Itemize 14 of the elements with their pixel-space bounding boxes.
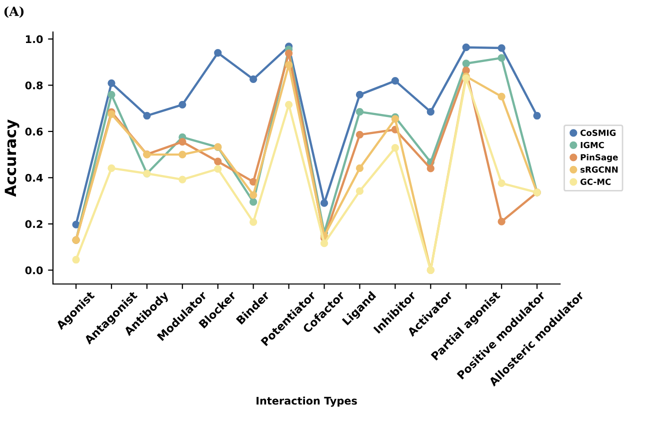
legend-label: CoSMIG <box>580 130 616 136</box>
legend-label: GC-MC <box>580 178 611 185</box>
text: (A) <box>4 6 24 18</box>
y-tick-label: 0.6 <box>25 128 43 136</box>
legend-label: IGMC <box>580 142 604 148</box>
y-tick-label: 0.0 <box>25 266 43 274</box>
legend-label: PinSage <box>580 154 618 162</box>
y-axis-title: Accuracy <box>4 119 20 197</box>
x-axis-title: Interaction Types <box>256 396 357 407</box>
y-tick-label: 1.0 <box>26 35 43 44</box>
legend-label: sRGCNN <box>580 166 618 173</box>
y-tick-label: 0.8 <box>25 81 43 90</box>
y-tick-label: 0.4 <box>25 174 43 182</box>
y-tick-label: 0.2 <box>25 220 42 228</box>
